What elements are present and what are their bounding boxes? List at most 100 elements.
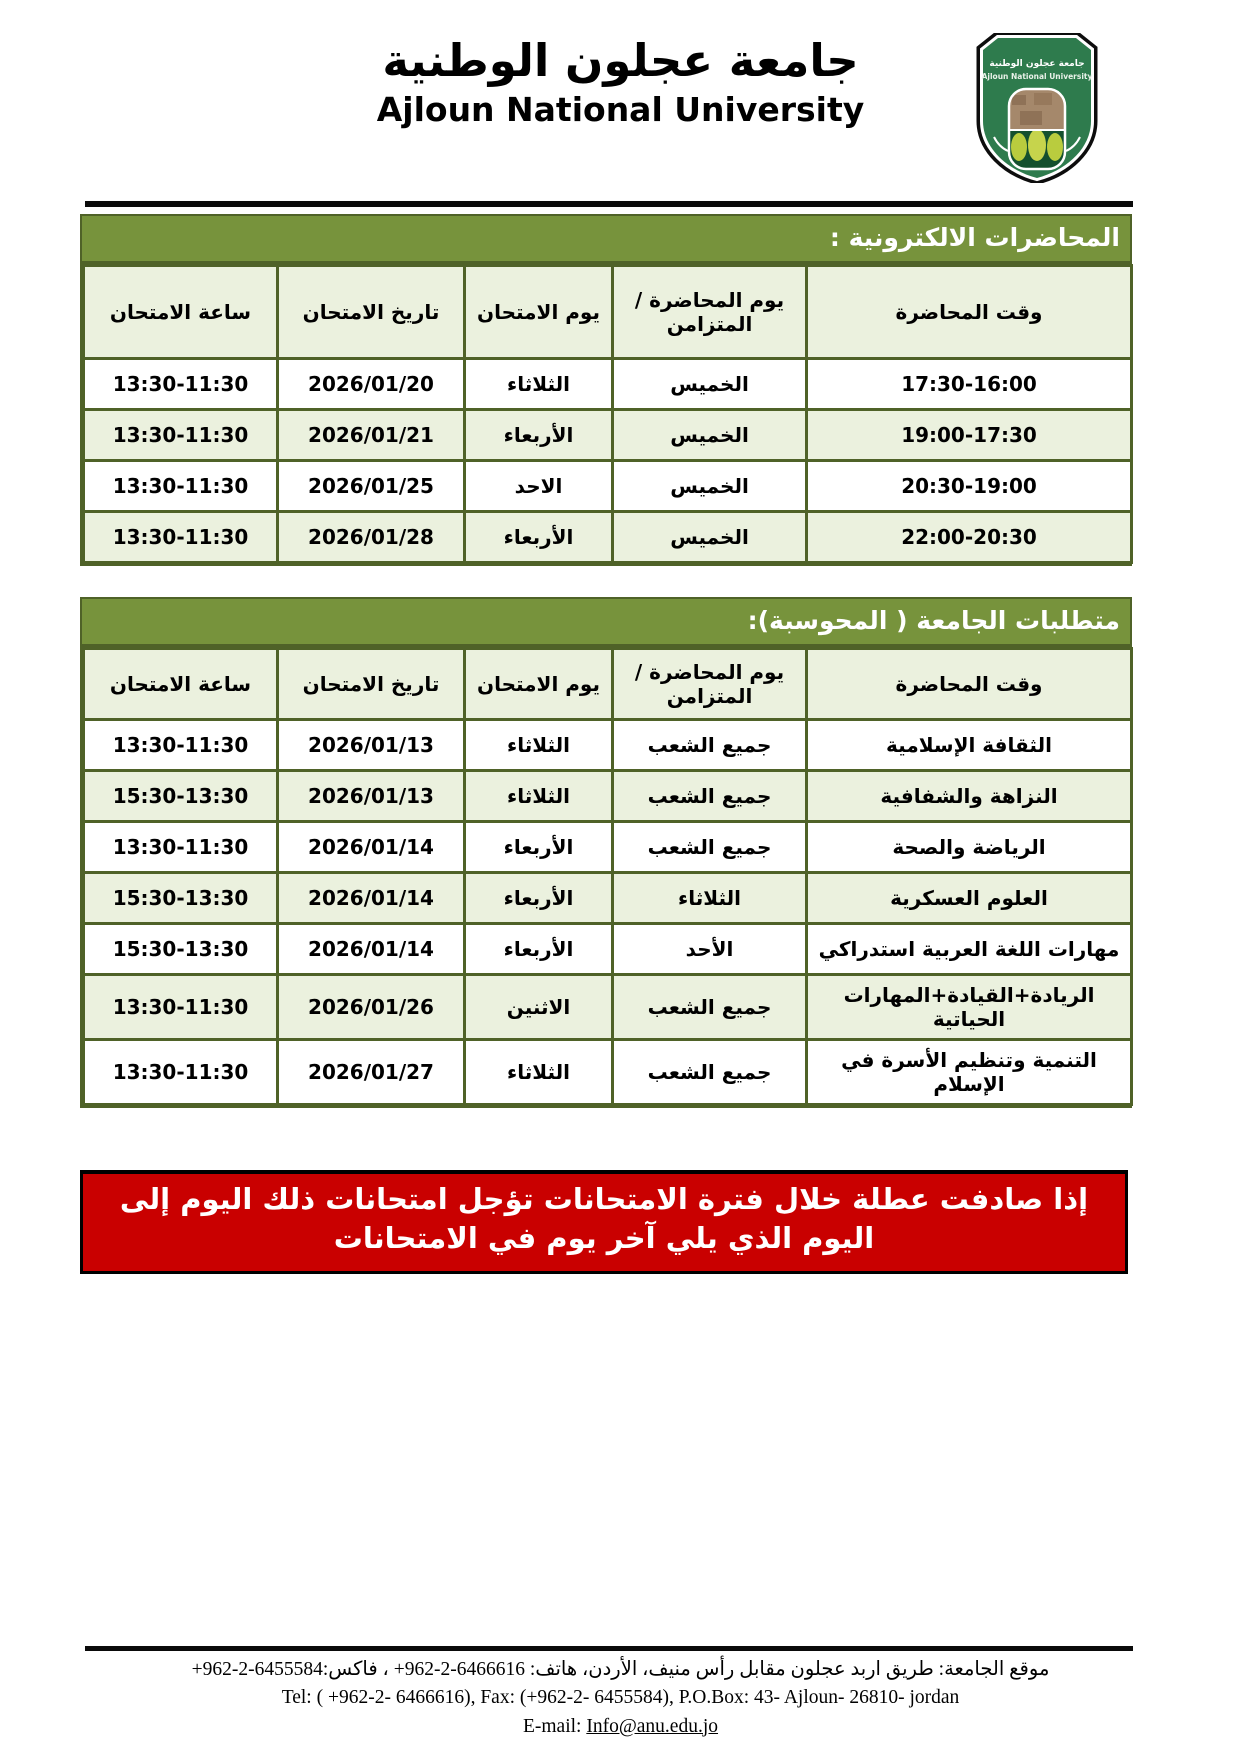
header-row: وقت المحاضرة يوم المحاضرة / المتزامن يوم… [82,647,1133,721]
cell: الأربعاء [463,820,614,874]
cell: 2026/01/20 [276,357,466,411]
cell: 2026/01/14 [276,871,466,925]
cell: 2026/01/14 [276,820,466,874]
cell: الأربعاء [463,871,614,925]
cell: 13:30-11:30 [82,820,279,874]
cell: العلوم العسكرية [805,871,1133,925]
email-link[interactable]: Info@anu.edu.jo [586,1715,719,1737]
table-row: الريادة+القيادة+المهارات الحياتية جميع ا… [82,973,1133,1041]
table-row: التنمية وتنظيم الأسرة في الإسلام جميع ال… [82,1038,1133,1106]
table-row: 22:00-20:30 الخميس الأربعاء 2026/01/28 1… [82,510,1133,564]
cell: الخميس [611,357,808,411]
cell: 15:30-13:30 [82,871,279,925]
cell: جميع الشعب [611,1038,808,1106]
column-header-exam-date: تاريخ الامتحان [276,264,466,360]
cell: 2026/01/14 [276,922,466,976]
cell: التنمية وتنظيم الأسرة في الإسلام [805,1038,1133,1106]
cell: 17:30-16:00 [805,357,1133,411]
university-title-english: Ajloun National University [376,90,865,129]
electronic-lectures-table: المحاضرات الالكترونية : وقت المحاضرة يوم… [80,214,1133,566]
cell: جميع الشعب [611,769,808,823]
email-label: E-mail: [522,1715,587,1737]
table-row: النزاهة والشفافية جميع الشعب الثلاثاء 20… [82,769,1133,823]
cell: 2026/01/21 [276,408,466,462]
footer: موقع الجامعة: طريق اربد عجلون مقابل رأس … [0,1656,1241,1741]
cell: الريادة+القيادة+المهارات الحياتية [805,973,1133,1041]
column-header-exam-date: تاريخ الامتحان [276,647,466,721]
cell: 19:00-17:30 [805,408,1133,462]
university-header: جامعة عجلون الوطنية Ajloun National Univ… [0,34,1241,129]
cell: 2026/01/13 [276,769,466,823]
logo-decoration [993,136,1009,152]
cell: 15:30-13:30 [82,922,279,976]
cell: الخميس [611,459,808,513]
column-header-exam-hour: ساعة الامتحان [82,647,279,721]
cell: جميع الشعب [611,820,808,874]
cell: الأربعاء [463,510,614,564]
logo-decoration [1065,136,1081,152]
cell: الأربعاء [463,922,614,976]
cell: الاحد [463,459,614,513]
cell: الخميس [611,510,808,564]
cell: الثلاثاء [463,769,614,823]
cell: 13:30-11:30 [82,408,279,462]
footer-divider-line [85,1646,1133,1651]
logo-text-english: Ajloun National University [982,72,1093,81]
footer-contact-english: Tel: ( +962-2- 6466616), Fax: (+962-2- 6… [281,1687,960,1709]
cell: 15:30-13:30 [82,769,279,823]
table-row: 17:30-16:00 الخميس الثلاثاء 2026/01/20 1… [82,357,1133,411]
university-title-arabic: جامعة عجلون الوطنية [382,34,859,87]
cell: الثقافة الإسلامية [805,718,1133,772]
table-row: 20:30-19:00 الخميس الاحد 2026/01/25 13:3… [82,459,1133,513]
cell: 2026/01/13 [276,718,466,772]
column-header-lecture-day: يوم المحاضرة / المتزامن [611,264,808,360]
cell: 13:30-11:30 [82,459,279,513]
exam-schedule-table-2: وقت المحاضرة يوم المحاضرة / المتزامن يوم… [82,647,1133,1106]
cell: جميع الشعب [611,973,808,1041]
header-row: وقت المحاضرة يوم المحاضرة / المتزامن يوم… [82,264,1133,360]
logo-emblem [1007,87,1067,171]
cell: الأربعاء [463,408,614,462]
university-requirements-table: متطلبات الجامعة ( المحوسبة): وقت المحاضر… [80,597,1133,1108]
column-header-exam-day: يوم الامتحان [463,264,614,360]
shield-logo-icon: جامعة عجلون الوطنية Ajloun National Univ… [976,31,1098,185]
column-header-lecture-time: وقت المحاضرة [805,264,1133,360]
university-logo: جامعة عجلون الوطنية Ajloun National Univ… [968,31,1106,185]
table-row: الرياضة والصحة جميع الشعب الأربعاء 2026/… [82,820,1133,874]
cell: 13:30-11:30 [82,718,279,772]
cell: 22:00-20:30 [805,510,1133,564]
column-header-lecture-time: وقت المحاضرة [805,647,1133,721]
cell: الثلاثاء [611,871,808,925]
holiday-postponement-notice: إذا صادفت عطلة خلال فترة الامتحانات تؤجل… [80,1170,1128,1275]
table-row: 19:00-17:30 الخميس الأربعاء 2026/01/21 1… [82,408,1133,462]
cell: الثلاثاء [463,357,614,411]
cell: 2026/01/28 [276,510,466,564]
table-row: الثقافة الإسلامية جميع الشعب الثلاثاء 20… [82,718,1133,772]
table-row: مهارات اللغة العربية استدراكي الأحد الأر… [82,922,1133,976]
column-header-exam-hour: ساعة الامتحان [82,264,279,360]
cell: الاثنين [463,973,614,1041]
cell: 2026/01/25 [276,459,466,513]
cell: الخميس [611,408,808,462]
cell: جميع الشعب [611,718,808,772]
exam-schedule-table-1: وقت المحاضرة يوم المحاضرة / المتزامن يوم… [82,264,1133,564]
cell: 2026/01/27 [276,1038,466,1106]
column-header-lecture-day: يوم المحاضرة / المتزامن [611,647,808,721]
logo-text-arabic: جامعة عجلون الوطنية [989,59,1084,69]
table-title-electronic-lectures: المحاضرات الالكترونية : [82,216,1130,264]
cell: الرياضة والصحة [805,820,1133,874]
cell: 20:30-19:00 [805,459,1133,513]
cell: 13:30-11:30 [82,1038,279,1106]
cell: 13:30-11:30 [82,357,279,411]
cell: النزاهة والشفافية [805,769,1133,823]
cell: 2026/01/26 [276,973,466,1041]
cell: 13:30-11:30 [82,510,279,564]
header-divider-line [85,201,1133,207]
column-header-exam-day: يوم الامتحان [463,647,614,721]
cell: 13:30-11:30 [82,973,279,1041]
table-title-university-requirements: متطلبات الجامعة ( المحوسبة): [82,599,1130,647]
table-row: العلوم العسكرية الثلاثاء الأربعاء 2026/0… [82,871,1133,925]
cell: الأحد [611,922,808,976]
cell: الثلاثاء [463,1038,614,1106]
